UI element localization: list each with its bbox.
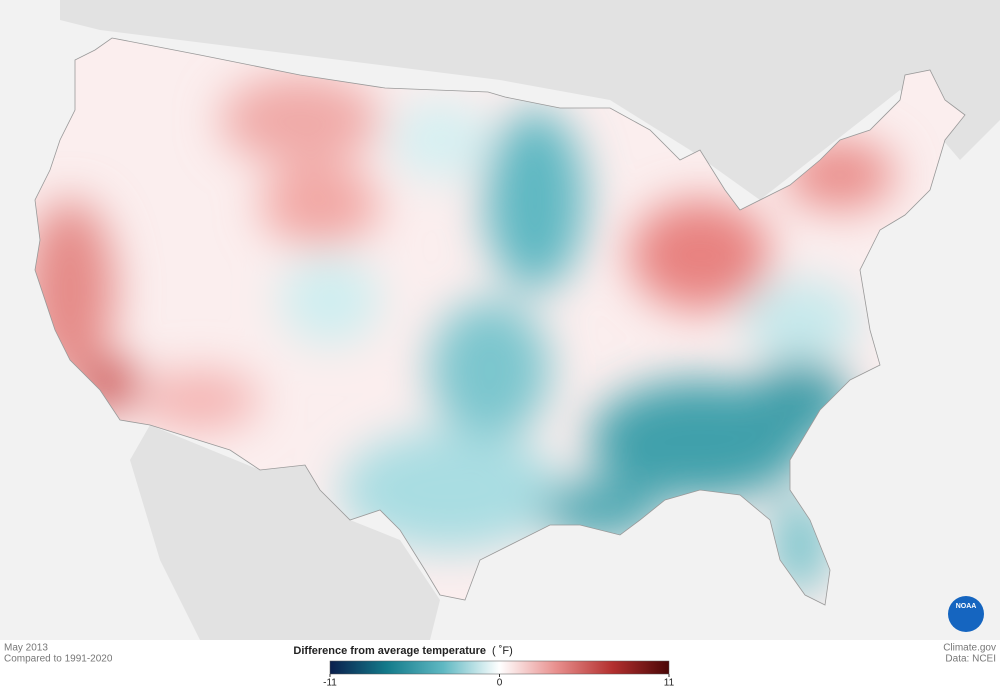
mexico	[130, 425, 440, 640]
source: Data: NCEI	[945, 654, 996, 665]
legend-unit: ( ˚F)	[492, 645, 513, 657]
colorbar	[329, 660, 670, 675]
colorbar-tick-label: 11	[664, 678, 675, 689]
colorbar-tick-label: -11	[323, 678, 337, 689]
logo-text: NOAA	[956, 603, 977, 610]
logo	[948, 596, 984, 632]
colorbar-tick-label: 0	[497, 678, 503, 689]
baseline: Compared to 1991-2020	[4, 654, 113, 665]
legend-title: Difference from average temperature	[293, 645, 486, 657]
canada	[60, 0, 1000, 200]
period: May 2013	[4, 643, 48, 654]
site: Climate.gov	[943, 643, 996, 654]
